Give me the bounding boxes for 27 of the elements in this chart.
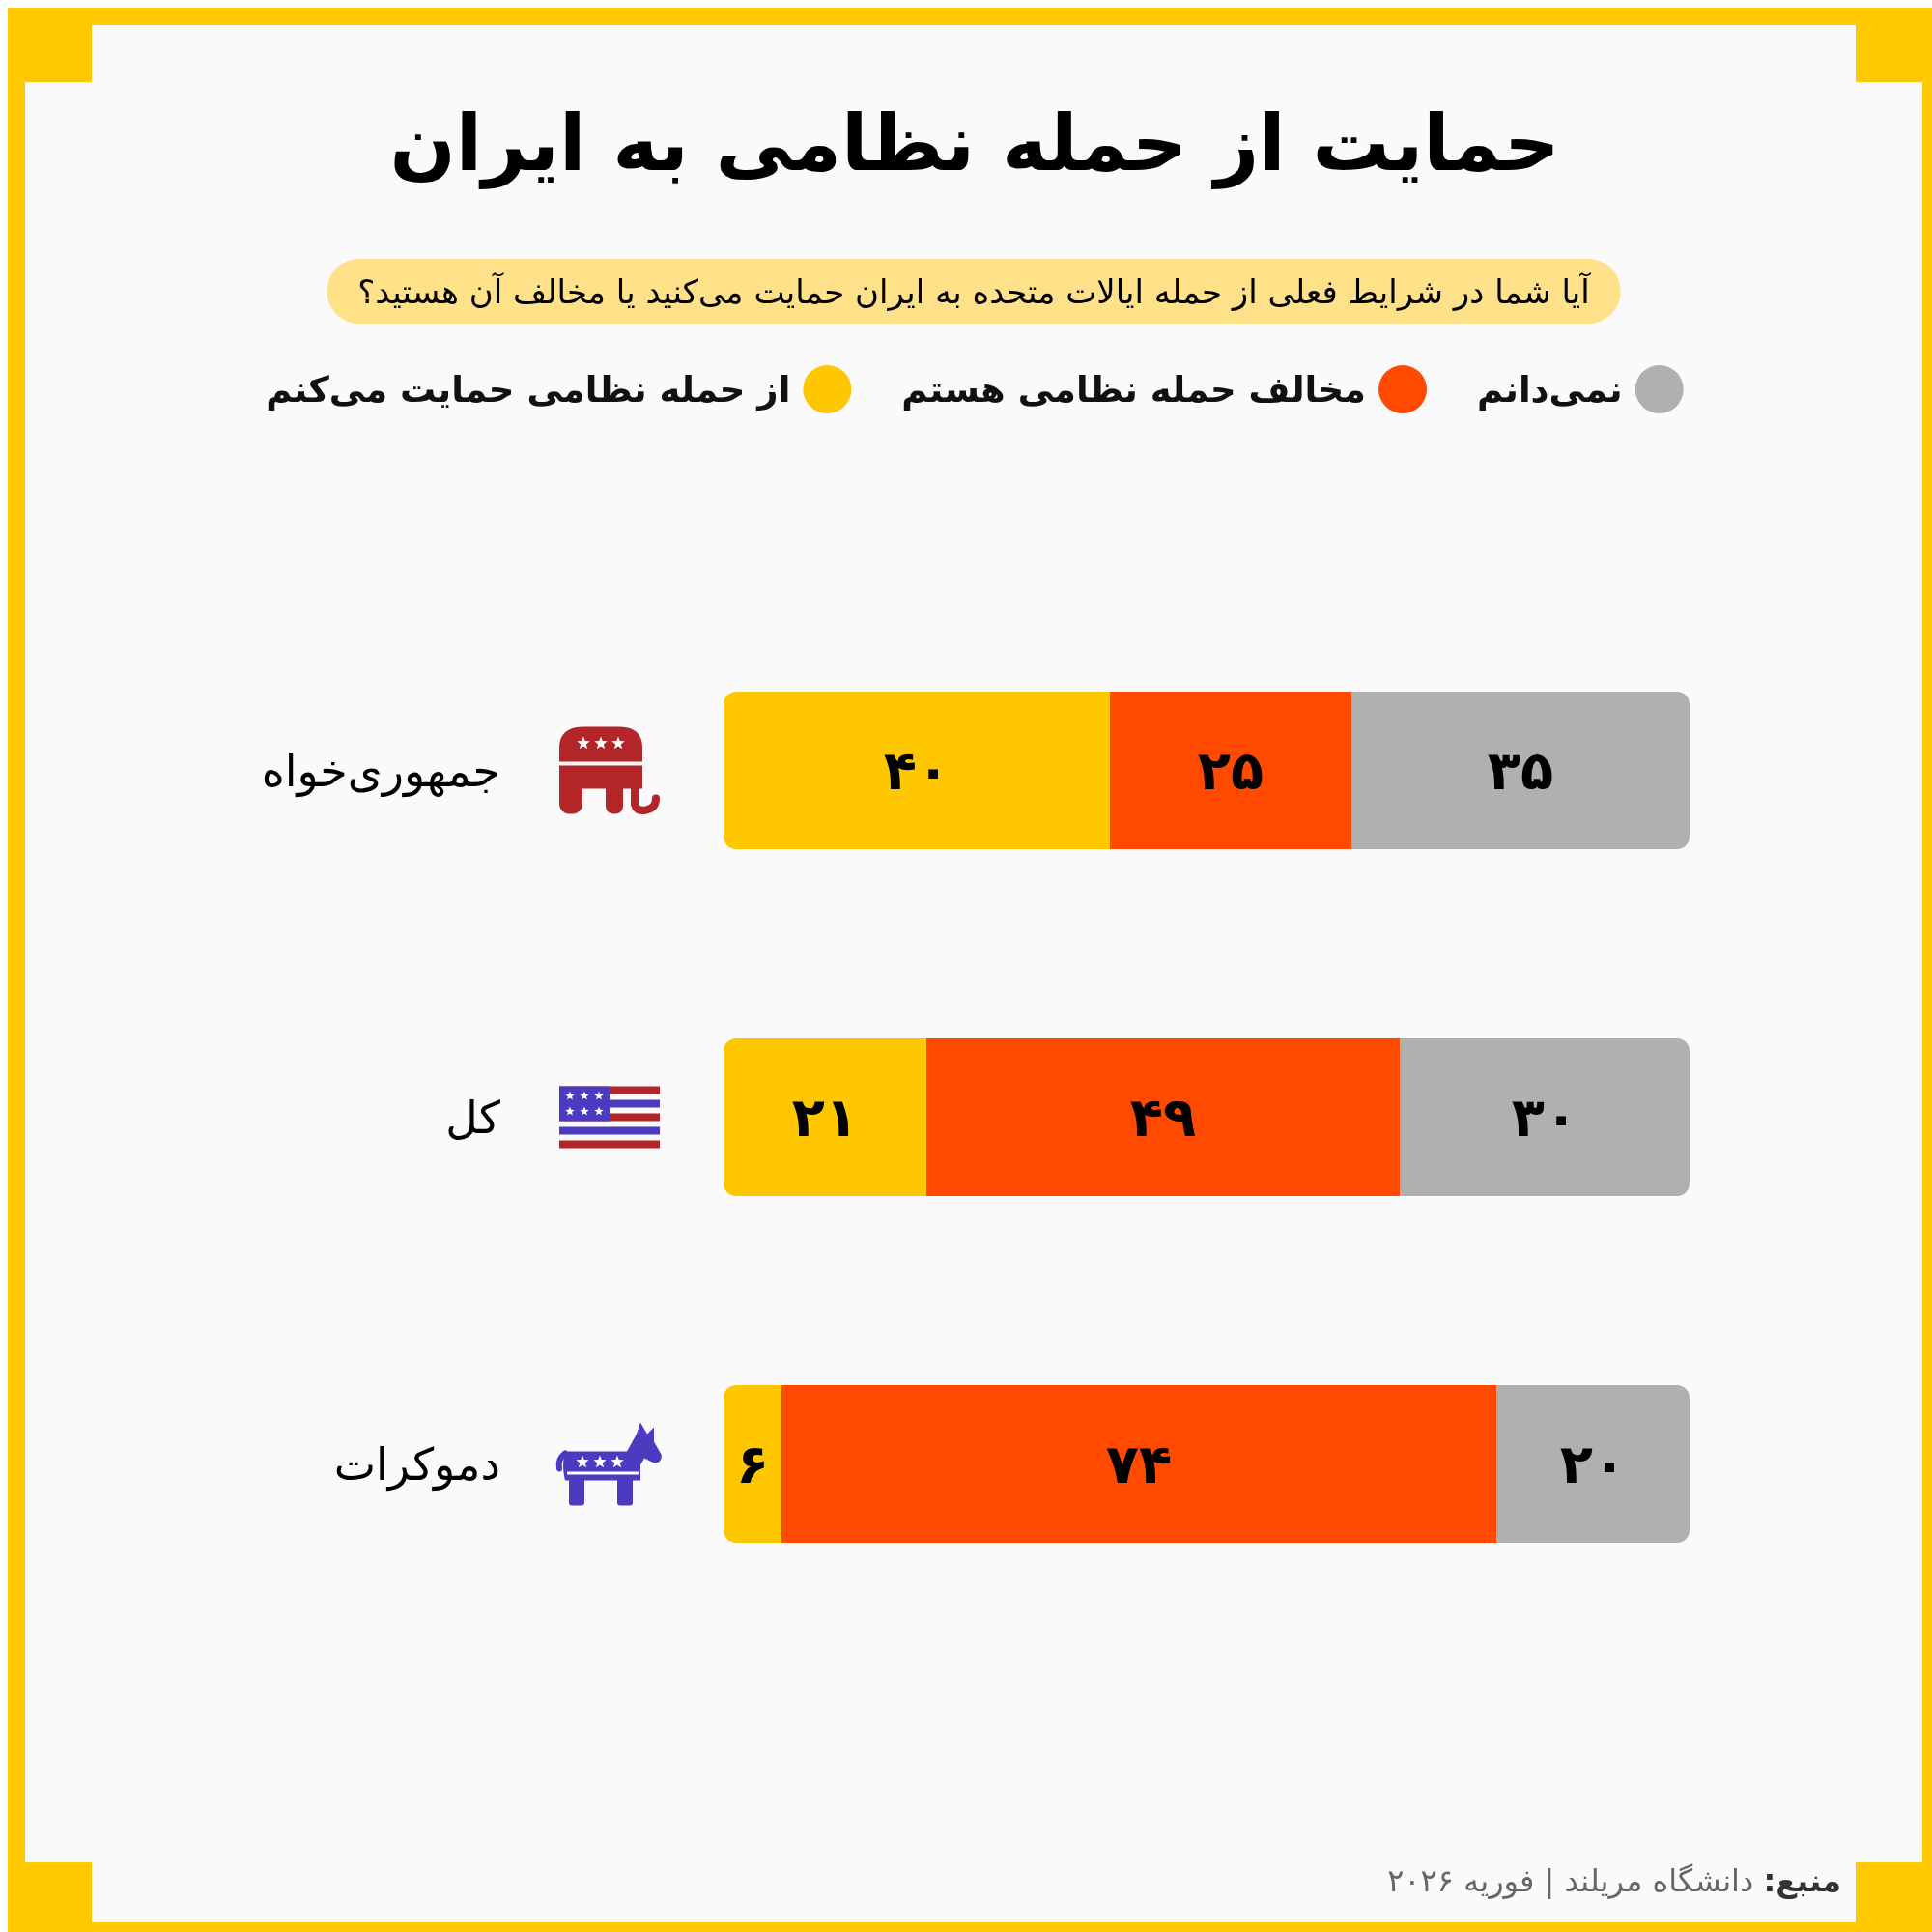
chart-title: حمایت از حمله نظامی به ایران bbox=[389, 99, 1560, 189]
bar bbox=[724, 1385, 781, 1543]
data-label: ۴۹ bbox=[1129, 1086, 1197, 1149]
data-label: ۶ bbox=[735, 1433, 770, 1495]
bar bbox=[1110, 692, 1351, 849]
legend-label: از حمله نظامی حمایت می‌کنم bbox=[266, 368, 791, 411]
bar bbox=[781, 1385, 1496, 1543]
bar bbox=[724, 692, 1110, 849]
data-label: ۷۴ bbox=[1105, 1433, 1173, 1495]
bar bbox=[724, 1038, 926, 1196]
bar bbox=[1400, 1038, 1690, 1196]
legend-label: نمی‌دانم bbox=[1477, 368, 1623, 411]
data-label: ۲۰ bbox=[1559, 1433, 1627, 1495]
y-tick-label: جمهوری‌خواه bbox=[261, 744, 500, 798]
legend-label: مخالف حمله نظامی هستم bbox=[901, 368, 1367, 411]
data-label: ۳۰ bbox=[1511, 1086, 1578, 1149]
data-label: ۲۱ bbox=[791, 1086, 859, 1149]
chart-subtitle: آیا شما در شرایط فعلی از حمله ایالات متحده به ایران حمایت می‌کنید یا مخالف آن هستید؟ bbox=[357, 272, 1592, 312]
bar bbox=[926, 1038, 1400, 1196]
bar bbox=[1351, 692, 1690, 849]
y-tick-label: دموکرات bbox=[333, 1437, 500, 1492]
y-tick-label: کل bbox=[445, 1091, 501, 1144]
data-label: ۲۵ bbox=[1197, 739, 1264, 802]
text: منبع: دانشگاه مریلند | فوریه ۲۰۲۶ bbox=[1387, 1862, 1841, 1899]
data-label: ۴۰ bbox=[883, 739, 951, 802]
data-label: ۳۵ bbox=[1487, 739, 1554, 802]
bar bbox=[1496, 1385, 1690, 1543]
